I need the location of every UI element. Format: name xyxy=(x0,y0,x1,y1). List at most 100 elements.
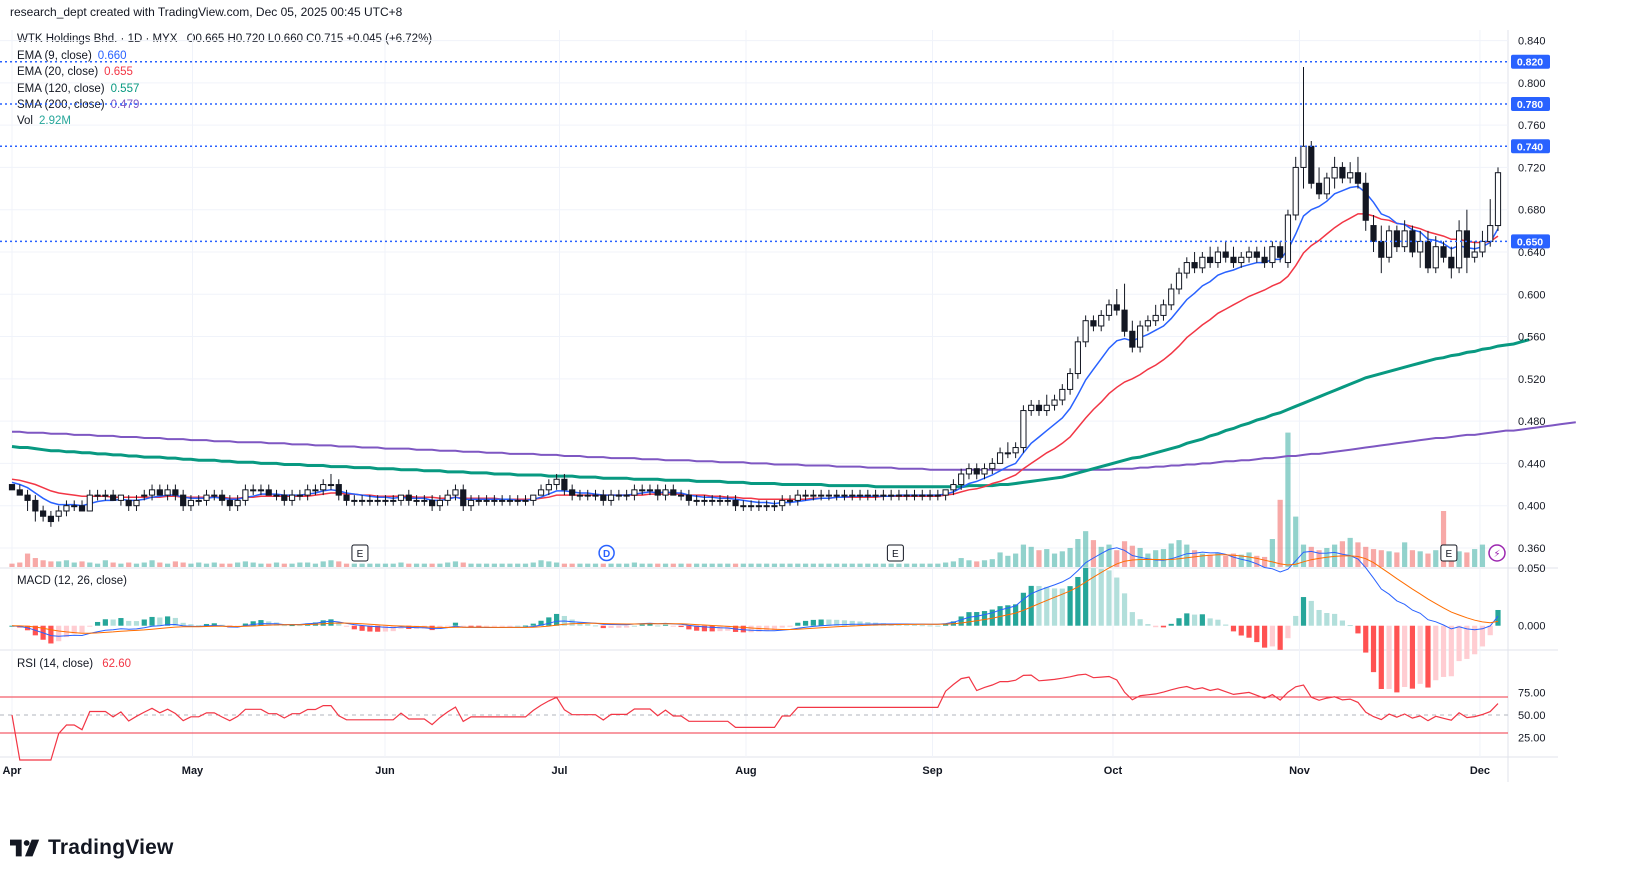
candle-body xyxy=(1471,251,1478,258)
volume-bar xyxy=(483,563,490,567)
macd-histogram-bar xyxy=(911,624,918,626)
volume-bar xyxy=(71,562,77,567)
candle-body xyxy=(1253,251,1260,258)
volume-bar xyxy=(678,563,684,567)
earnings-icon[interactable] xyxy=(886,544,904,562)
volume-bar xyxy=(834,563,840,567)
volume-bar xyxy=(1098,546,1104,567)
indicator-legend-item[interactable]: EMA (120, close) 0.557 xyxy=(17,83,139,95)
macd-histogram-bar xyxy=(1472,625,1478,655)
candle-body xyxy=(86,494,93,512)
candle-body xyxy=(452,489,459,496)
volume-bar xyxy=(273,562,280,567)
macd-histogram-bar xyxy=(1417,625,1423,684)
earnings-icon[interactable] xyxy=(351,544,369,562)
volume-bar xyxy=(359,563,365,567)
dividend-icon[interactable] xyxy=(598,544,615,562)
macd-histogram-bar xyxy=(1075,576,1081,626)
macd-histogram-bar xyxy=(320,620,326,626)
volume-bar xyxy=(1145,553,1151,567)
macd-histogram-bar xyxy=(367,625,373,632)
candle-body xyxy=(1385,230,1393,258)
macd-histogram-bar xyxy=(87,625,93,627)
chart-canvas[interactable]: 0.820 0.780 0.740 0.650 0.840 0.800 0.760 0.720… xyxy=(0,26,1634,786)
ema120-line xyxy=(11,338,1530,489)
candle-body xyxy=(911,494,918,497)
macd-histogram-bar xyxy=(1378,625,1384,690)
macd-histogram-bar xyxy=(662,624,669,626)
candle-body xyxy=(996,452,1004,464)
symbol-name[interactable]: WTK Holdings Bhd. · 1D · MYX xyxy=(17,33,178,45)
candle-body xyxy=(467,499,475,507)
macd-histogram-bar xyxy=(515,625,521,627)
candle-body xyxy=(1308,145,1315,184)
volume-bar xyxy=(872,563,879,567)
macd-histogram-bar xyxy=(172,617,178,626)
indicator-legend-item[interactable]: EMA (20, close) 0.655 xyxy=(17,66,133,78)
volume-bar xyxy=(1355,542,1361,567)
volume-bar xyxy=(989,559,995,567)
macd-histogram-bar xyxy=(211,623,217,626)
volume-bar xyxy=(196,562,202,567)
candle-body xyxy=(1277,246,1284,258)
volume-bar xyxy=(756,563,762,567)
volume-bar xyxy=(1153,550,1159,567)
indicator-legend-item[interactable]: EMA (9, close) 0.660 xyxy=(17,50,127,62)
volume-bar xyxy=(592,563,599,567)
candle-body xyxy=(1292,166,1299,216)
indicator-legend-item[interactable]: SMA (200, close) 0.479 xyxy=(17,99,139,111)
candle-body xyxy=(818,494,825,497)
candle-body xyxy=(47,515,55,523)
candle-body xyxy=(530,494,537,501)
macd-histogram-bar xyxy=(904,624,910,626)
rsi-legend[interactable]: RSI (14, close) 62.60 xyxy=(17,658,131,670)
flash-icon[interactable] xyxy=(1488,544,1506,562)
macd-histogram-bar xyxy=(118,618,124,626)
volume-bar xyxy=(133,563,140,567)
candle-body xyxy=(1105,304,1113,316)
candle-body xyxy=(732,499,739,507)
price-tick-label: 0.680 xyxy=(1518,205,1546,217)
candle-body xyxy=(1214,251,1222,264)
macd-histogram-bar xyxy=(180,622,186,626)
macd-histogram-bar xyxy=(1199,614,1205,626)
macd-histogram-bar xyxy=(133,621,140,626)
indicator-legend-item[interactable]: Vol 2.92M xyxy=(17,115,71,127)
macd-histogram-bar xyxy=(289,625,295,627)
macd-histogram-bar xyxy=(1324,613,1330,626)
rsi-value: 62.60 xyxy=(102,658,132,670)
earnings-icon[interactable] xyxy=(1440,544,1458,562)
volume-bar xyxy=(499,563,505,567)
indicator-label: Vol xyxy=(17,115,33,128)
macd-histogram-bar xyxy=(686,625,692,630)
level-label-bg xyxy=(1511,139,1550,154)
candle-body xyxy=(872,494,879,497)
macd-histogram-bar xyxy=(989,609,995,626)
macd-histogram-bar xyxy=(203,623,210,626)
candle-body xyxy=(755,505,762,508)
candle-body xyxy=(1440,246,1447,258)
volume-bar xyxy=(1230,553,1237,567)
macd-histogram-bar xyxy=(94,621,101,626)
macd-legend[interactable]: MACD (12, 26, close) xyxy=(17,575,127,587)
macd-histogram-bar xyxy=(1160,625,1167,628)
volume-bar xyxy=(561,563,567,567)
macd-histogram-bar xyxy=(818,619,824,626)
macd-histogram-bar xyxy=(1495,609,1501,626)
candle-body xyxy=(1059,388,1066,401)
tradingview-logo[interactable]: TradingView xyxy=(10,836,174,860)
candle-body xyxy=(133,499,140,507)
macd-histogram-bar xyxy=(165,616,171,626)
indicator-value: 0.557 xyxy=(110,82,140,95)
candle-body xyxy=(569,489,576,496)
volume-bar xyxy=(701,563,708,567)
price-tick-label: 0.840 xyxy=(1518,36,1546,48)
candle-body xyxy=(1284,214,1292,264)
candle-body xyxy=(724,499,731,502)
candle-body xyxy=(1230,256,1237,264)
candle-body xyxy=(1113,304,1120,311)
volume-bar xyxy=(849,563,855,567)
price-tick-label: 0.560 xyxy=(1518,332,1546,344)
candle-body xyxy=(71,505,78,508)
signal-line xyxy=(11,554,1499,634)
